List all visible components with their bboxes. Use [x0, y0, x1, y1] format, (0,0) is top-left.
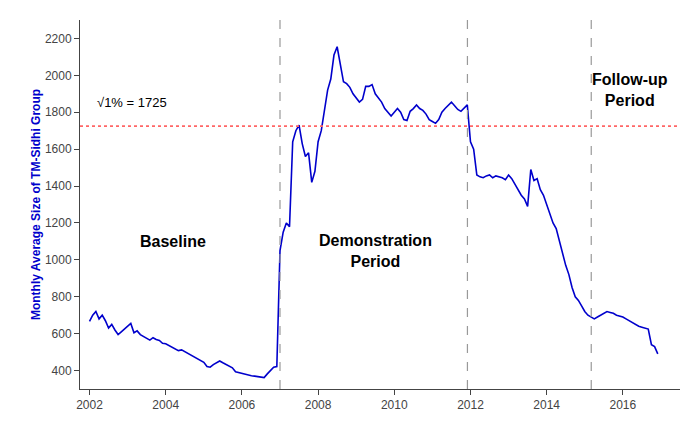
- svg-text:2014: 2014: [533, 398, 560, 412]
- svg-text:400: 400: [52, 364, 72, 378]
- svg-text:1800: 1800: [45, 105, 72, 119]
- svg-text:1600: 1600: [45, 142, 72, 156]
- svg-text:2008: 2008: [305, 398, 332, 412]
- svg-text:1400: 1400: [45, 179, 72, 193]
- svg-text:800: 800: [52, 290, 72, 304]
- svg-text:2012: 2012: [457, 398, 484, 412]
- svg-text:1200: 1200: [45, 216, 72, 230]
- svg-text:DemonstrationPeriod: DemonstrationPeriod: [319, 232, 432, 270]
- svg-text:Baseline: Baseline: [140, 233, 206, 250]
- svg-text:1000: 1000: [45, 253, 72, 267]
- svg-text:√1% = 1725: √1% = 1725: [97, 95, 167, 110]
- svg-text:Monthly Average Size of TM-Sid: Monthly Average Size of TM-Sidhi Group: [29, 89, 43, 320]
- svg-text:2010: 2010: [381, 398, 408, 412]
- svg-text:2200: 2200: [45, 32, 72, 46]
- svg-text:2002: 2002: [76, 398, 103, 412]
- svg-text:2004: 2004: [152, 398, 179, 412]
- svg-text:2006: 2006: [229, 398, 256, 412]
- svg-text:Follow-upPeriod: Follow-upPeriod: [592, 71, 668, 109]
- svg-text:2000: 2000: [45, 69, 72, 83]
- svg-text:600: 600: [52, 327, 72, 341]
- svg-text:2016: 2016: [610, 398, 637, 412]
